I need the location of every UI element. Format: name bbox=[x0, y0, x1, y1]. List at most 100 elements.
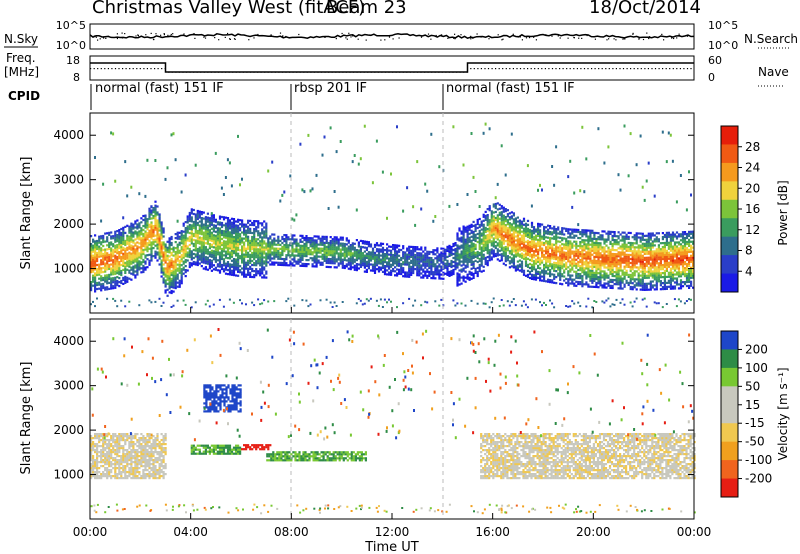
power-cell bbox=[490, 234, 493, 237]
nave-dot bbox=[651, 68, 653, 70]
power-cell bbox=[557, 226, 560, 229]
power-cell bbox=[263, 260, 266, 263]
power-cell bbox=[120, 273, 123, 277]
power-cell bbox=[307, 133, 310, 137]
power-cell bbox=[164, 271, 167, 274]
power-cell bbox=[591, 245, 594, 248]
power-cell bbox=[561, 249, 564, 252]
power-cell bbox=[490, 220, 493, 223]
power-cell bbox=[567, 252, 570, 255]
power-cell bbox=[263, 268, 266, 271]
power-cell bbox=[180, 282, 183, 285]
power-cell bbox=[549, 269, 552, 272]
power-cell bbox=[301, 248, 304, 251]
power-cell bbox=[166, 262, 169, 265]
power-cell bbox=[152, 241, 155, 244]
power-cell bbox=[160, 237, 163, 240]
power-cell bbox=[516, 254, 519, 257]
power-cell bbox=[172, 278, 175, 281]
power-cell bbox=[158, 229, 161, 232]
power-cell bbox=[162, 273, 165, 276]
power-cell bbox=[492, 205, 495, 208]
power-cell bbox=[196, 253, 199, 257]
power-cell bbox=[349, 248, 352, 251]
power-cell bbox=[216, 243, 219, 246]
power-cell bbox=[408, 273, 411, 276]
nave-dot bbox=[164, 68, 166, 70]
power-cell bbox=[251, 267, 254, 271]
power-cell bbox=[567, 230, 570, 233]
power-cell bbox=[367, 261, 370, 264]
power-cell bbox=[458, 247, 461, 250]
power-cell bbox=[232, 228, 236, 231]
power-cell bbox=[541, 247, 544, 250]
power-cell bbox=[490, 226, 493, 229]
power-cell bbox=[216, 247, 219, 250]
power-cell bbox=[567, 274, 570, 277]
power-cell bbox=[323, 245, 326, 248]
power-cell bbox=[249, 273, 252, 276]
power-cell bbox=[484, 262, 487, 265]
power-cell bbox=[160, 231, 163, 234]
power-cell bbox=[377, 254, 381, 257]
power-cell bbox=[496, 258, 499, 261]
power-cell bbox=[398, 250, 401, 253]
power-cell bbox=[245, 273, 248, 276]
power-cell bbox=[285, 254, 288, 257]
power-cell bbox=[210, 212, 213, 216]
nave-dot bbox=[97, 68, 99, 70]
noise-dot bbox=[153, 38, 155, 41]
power-cell bbox=[210, 243, 213, 246]
power-cell bbox=[126, 246, 129, 249]
power-cell bbox=[204, 236, 207, 239]
power-cell bbox=[480, 270, 483, 273]
power-cell bbox=[561, 231, 564, 234]
power-cell bbox=[396, 244, 399, 247]
power-cell bbox=[124, 231, 127, 234]
power-cell bbox=[512, 236, 515, 239]
power-cell bbox=[100, 241, 103, 244]
power-cell bbox=[98, 253, 101, 256]
power-cell bbox=[462, 233, 465, 236]
power-cell bbox=[528, 262, 532, 266]
power-cell bbox=[174, 158, 177, 162]
power-cell bbox=[492, 237, 495, 240]
power-cell bbox=[528, 232, 532, 236]
power-cell bbox=[247, 273, 250, 276]
power-cell bbox=[249, 245, 252, 248]
power-cell bbox=[500, 231, 503, 234]
power-cell bbox=[365, 246, 368, 249]
power-cell bbox=[569, 248, 572, 251]
power-cell bbox=[307, 305, 310, 308]
power-cell bbox=[472, 252, 475, 255]
nave-dot bbox=[569, 68, 571, 70]
power-cell bbox=[484, 248, 487, 251]
power-cell bbox=[305, 235, 308, 238]
power-cell bbox=[593, 255, 596, 258]
power-cell bbox=[537, 226, 540, 229]
power-cell bbox=[164, 267, 167, 270]
power-cell bbox=[126, 248, 129, 251]
power-cell bbox=[259, 244, 262, 247]
power-cell bbox=[589, 237, 592, 240]
power-cell bbox=[466, 263, 469, 266]
power-cell bbox=[176, 273, 179, 276]
power-cell bbox=[381, 250, 385, 253]
power-cell bbox=[400, 262, 403, 266]
power-cell bbox=[341, 254, 344, 257]
power-cell bbox=[265, 252, 268, 255]
power-cell bbox=[490, 244, 493, 247]
nave-dot bbox=[484, 68, 486, 70]
power-cell bbox=[112, 277, 115, 280]
power-cell bbox=[241, 219, 244, 222]
power-cell bbox=[585, 245, 588, 248]
power-cell bbox=[235, 250, 238, 253]
power-cell bbox=[323, 257, 326, 260]
power-cell bbox=[138, 226, 141, 229]
power-cell bbox=[136, 267, 139, 270]
power-cell bbox=[178, 285, 181, 288]
power-cell bbox=[496, 182, 499, 186]
power-cell bbox=[281, 263, 284, 267]
power-cell bbox=[329, 301, 332, 304]
power-cell bbox=[299, 142, 302, 146]
